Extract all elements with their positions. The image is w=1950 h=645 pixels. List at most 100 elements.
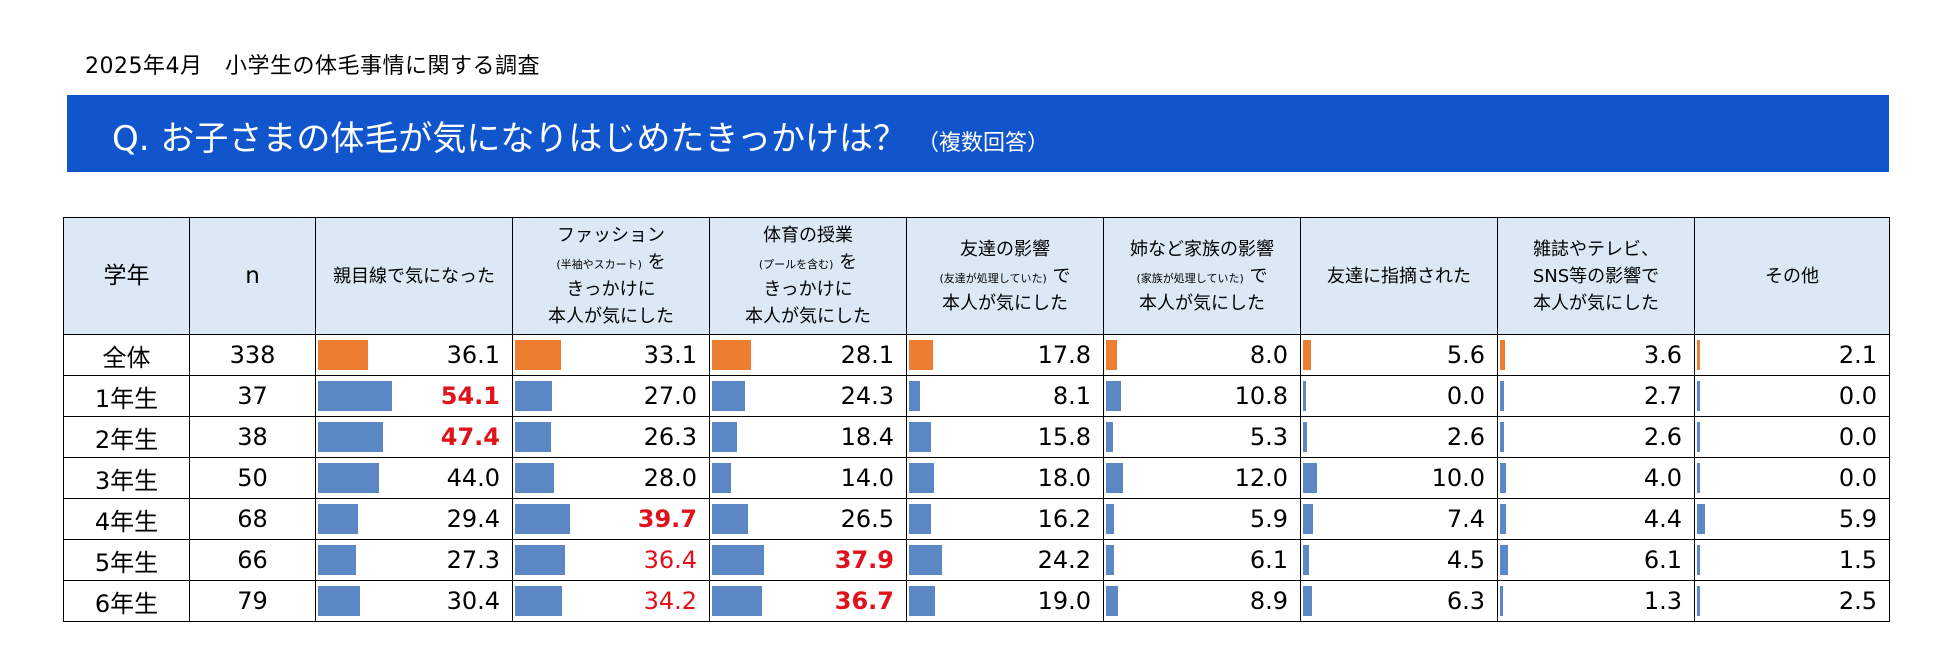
survey-title: 2025年4月 小学生の体毛事情に関する調査 bbox=[85, 54, 540, 79]
value-bar bbox=[712, 340, 751, 370]
column-header-line: 友達に指摘された bbox=[1327, 265, 1471, 287]
column-header-c1: 親目線で気になった bbox=[315, 217, 513, 335]
table-body: 全体 338 36.1 33.1 28.1 17.8 8.0 5.6 3.6 2.1 1年生 37 54… bbox=[63, 334, 1890, 622]
value-cell-c4: 16.2 bbox=[906, 498, 1104, 540]
value-label: 24.2 bbox=[1037, 546, 1091, 574]
value-label: 10.8 bbox=[1234, 382, 1288, 410]
value-bar bbox=[909, 381, 921, 411]
value-cell-c1: 36.1 bbox=[315, 334, 513, 376]
value-bar bbox=[1697, 586, 1701, 616]
value-label: 1.5 bbox=[1838, 546, 1877, 574]
grade-cell: 1年生 bbox=[63, 375, 190, 417]
value-bar bbox=[318, 340, 368, 370]
value-label: 6.1 bbox=[1643, 546, 1682, 574]
value-bar bbox=[1500, 504, 1507, 534]
value-bar bbox=[515, 586, 563, 616]
value-cell-c5: 6.1 bbox=[1103, 539, 1301, 581]
value-label: 15.8 bbox=[1037, 423, 1091, 451]
n-cell: 66 bbox=[189, 539, 316, 581]
value-label: 8.0 bbox=[1249, 341, 1288, 369]
value-label: 28.0 bbox=[643, 464, 697, 492]
table-row: 4年生 68 29.4 39.7 26.5 16.2 5.9 7.4 4.4 5.9 bbox=[63, 498, 1890, 540]
value-bar bbox=[318, 422, 384, 452]
value-label: 27.0 bbox=[643, 382, 697, 410]
value-label: 6.3 bbox=[1446, 587, 1485, 615]
value-bar bbox=[1500, 463, 1506, 493]
value-cell-c1: 54.1 bbox=[315, 375, 513, 417]
table-row: 全体 338 36.1 33.1 28.1 17.8 8.0 5.6 3.6 2.1 bbox=[63, 334, 1890, 376]
value-bar bbox=[909, 422, 931, 452]
value-cell-c8: 2.1 bbox=[1694, 334, 1890, 376]
value-cell-c3: 24.3 bbox=[709, 375, 907, 417]
value-label: 4.5 bbox=[1446, 546, 1485, 574]
value-label: 0.0 bbox=[1838, 423, 1877, 451]
column-header-note: (友達が処理していた) bbox=[939, 271, 1047, 285]
value-bar bbox=[318, 504, 359, 534]
value-label: 33.1 bbox=[643, 341, 697, 369]
value-cell-c6: 5.6 bbox=[1300, 334, 1498, 376]
value-label: 0.0 bbox=[1446, 382, 1485, 410]
value-label: 2.6 bbox=[1643, 423, 1682, 451]
column-header-line: きっかけに bbox=[763, 279, 853, 300]
value-bar bbox=[909, 340, 934, 370]
value-cell-c6: 0.0 bbox=[1300, 375, 1498, 417]
column-header-line: 姉など家族の影響 bbox=[1130, 238, 1274, 260]
value-label: 8.1 bbox=[1052, 382, 1091, 410]
value-cell-c8: 1.5 bbox=[1694, 539, 1890, 581]
value-cell-c1: 29.4 bbox=[315, 498, 513, 540]
value-cell-c3: 26.5 bbox=[709, 498, 907, 540]
value-label: 36.7 bbox=[834, 587, 894, 615]
value-bar bbox=[712, 381, 746, 411]
grade-cell: 全体 bbox=[63, 334, 190, 376]
value-cell-c8: 0.0 bbox=[1694, 416, 1890, 458]
value-cell-c8: 0.0 bbox=[1694, 375, 1890, 417]
value-label: 24.3 bbox=[840, 382, 894, 410]
value-bar bbox=[1500, 381, 1504, 411]
value-bar bbox=[909, 463, 934, 493]
value-cell-c6: 6.3 bbox=[1300, 580, 1498, 622]
value-cell-c4: 15.8 bbox=[906, 416, 1104, 458]
value-bar bbox=[1697, 381, 1700, 411]
question-banner: Q. お子さまの体毛が気になりはじめたきっかけは？ （複数回答） bbox=[67, 95, 1889, 172]
value-bar bbox=[318, 381, 393, 411]
value-label: 2.5 bbox=[1838, 587, 1877, 615]
column-header-c7: 雑誌やテレビ、 SNS等の影響で 本人が気にした bbox=[1497, 217, 1695, 335]
value-cell-c2: 34.2 bbox=[512, 580, 710, 622]
value-cell-c7: 4.0 bbox=[1497, 457, 1695, 499]
value-cell-c5: 8.9 bbox=[1103, 580, 1301, 622]
value-cell-c7: 4.4 bbox=[1497, 498, 1695, 540]
value-bar bbox=[318, 545, 356, 575]
value-cell-c4: 8.1 bbox=[906, 375, 1104, 417]
value-label: 12.0 bbox=[1234, 464, 1288, 492]
column-header-note: (家族が処理していた) bbox=[1136, 271, 1244, 285]
column-header-line: きっかけに bbox=[566, 279, 656, 300]
value-cell-c2: 36.4 bbox=[512, 539, 710, 581]
column-header-line: (プールを含む) を bbox=[758, 252, 858, 273]
column-header-line: (家族が処理していた) で bbox=[1136, 265, 1268, 287]
value-cell-c3: 18.4 bbox=[709, 416, 907, 458]
value-label: 44.0 bbox=[446, 464, 500, 492]
value-bar bbox=[909, 586, 936, 616]
grade-cell: 5年生 bbox=[63, 539, 190, 581]
value-label: 29.4 bbox=[446, 505, 500, 533]
column-header-line: 本人が気にした bbox=[942, 292, 1068, 314]
value-bar bbox=[1500, 545, 1509, 575]
value-bar bbox=[712, 422, 738, 452]
value-bar bbox=[515, 463, 554, 493]
value-bar bbox=[1303, 422, 1307, 452]
value-bar bbox=[1697, 504, 1706, 534]
value-cell-c5: 5.9 bbox=[1103, 498, 1301, 540]
value-bar bbox=[1303, 504, 1314, 534]
value-cell-c5: 10.8 bbox=[1103, 375, 1301, 417]
value-label: 5.9 bbox=[1838, 505, 1877, 533]
value-cell-c5: 5.3 bbox=[1103, 416, 1301, 458]
value-cell-c6: 4.5 bbox=[1300, 539, 1498, 581]
value-label: 34.2 bbox=[643, 587, 697, 615]
column-header-grade: 学年 bbox=[63, 217, 190, 335]
value-label: 5.9 bbox=[1249, 505, 1288, 533]
value-cell-c4: 17.8 bbox=[906, 334, 1104, 376]
value-bar bbox=[1106, 586, 1119, 616]
value-bar bbox=[1106, 545, 1115, 575]
column-header-c6: 友達に指摘された bbox=[1300, 217, 1498, 335]
table-row: 3年生 50 44.0 28.0 14.0 18.0 12.0 10.0 4.0 0.0 bbox=[63, 457, 1890, 499]
